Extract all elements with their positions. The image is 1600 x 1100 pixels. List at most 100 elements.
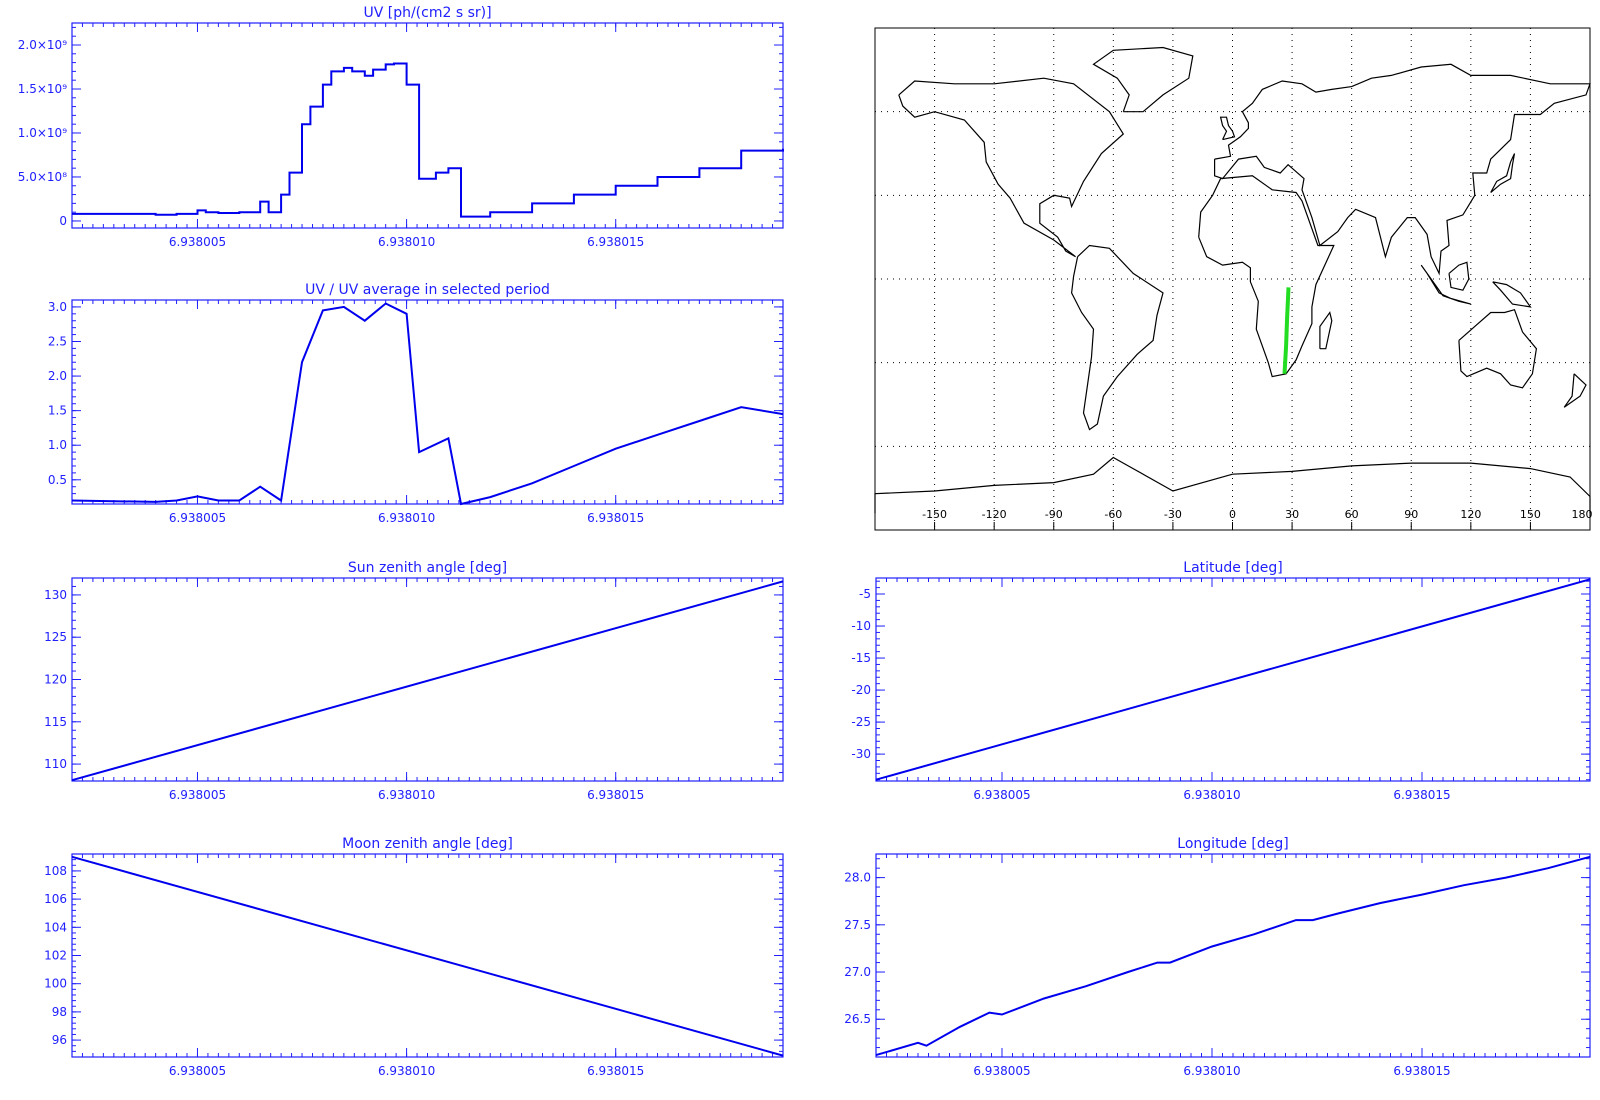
- x-tick-label: 6.938005: [973, 788, 1030, 802]
- y-tick-label: 98: [52, 1005, 67, 1019]
- latitude-panel: Latitude [deg] 6.938005 6.938010 6.938015 -3…: [851, 560, 1591, 802]
- uv-series-line: [72, 62, 784, 218]
- x-tick-label: 6.938015: [587, 1064, 644, 1078]
- x-tick-label: 6.938015: [1393, 1064, 1450, 1078]
- y-tick-label: 100: [44, 977, 67, 991]
- map-lon-label: 30: [1285, 508, 1299, 521]
- y-tick-label: -5: [859, 587, 871, 601]
- y-tick-label: 2.0: [48, 369, 67, 383]
- coastline-britain: [1219, 116, 1236, 141]
- map-frame: [874, 27, 1591, 531]
- y-tick-label: -15: [851, 651, 871, 665]
- map-lon-label: 60: [1345, 508, 1359, 521]
- y-tick-label: 96: [52, 1033, 67, 1047]
- map-lon-label: 150: [1520, 508, 1541, 521]
- coastline-north-america: [898, 77, 1125, 258]
- sun-zenith-series-line: [71, 580, 784, 782]
- y-tick-label: -10: [851, 619, 871, 633]
- y-tick-label: 0.5: [48, 473, 67, 487]
- coastline-greenland: [1092, 46, 1194, 113]
- y-tick-label: 110: [44, 757, 67, 771]
- y-tick-label: -25: [851, 715, 871, 729]
- y-tick-label: 5.0×10⁸: [18, 170, 67, 184]
- longitude-title: Longitude [deg]: [1177, 836, 1288, 852]
- moon-zenith-panel: Moon zenith angle [deg] 6.938005 6.938010 6…: [44, 836, 784, 1078]
- y-tick-label: 130: [44, 588, 67, 602]
- longitude-frame: [875, 853, 1591, 1058]
- world-map-panel: -150 -120 -90 -60 -30 0 30 60 90 120 150 180: [874, 27, 1593, 531]
- y-tick-label: 1.0×10⁹: [18, 126, 67, 140]
- map-lon-label: -150: [922, 508, 947, 521]
- map-lon-label: -60: [1104, 508, 1122, 521]
- y-tick-label: 1.0: [48, 438, 67, 452]
- uv-frame: [71, 22, 784, 229]
- y-tick-label: 2.0×10⁹: [18, 38, 67, 52]
- map-lon-label: -30: [1164, 508, 1182, 521]
- sun-zenith-panel: Sun zenith angle [deg] 6.938005 6.938010 6.…: [44, 560, 784, 802]
- latitude-title: Latitude [deg]: [1183, 560, 1282, 576]
- coastline-borneo: [1448, 261, 1470, 291]
- uv-ratio-series-line: [71, 302, 784, 506]
- uv-panel: UV [ph/(cm2 s sr)] 6.938005 6.938010 6.9380…: [18, 5, 784, 249]
- y-tick-label: 1.5: [48, 404, 67, 418]
- x-tick-label: 6.938005: [169, 788, 226, 802]
- longitude-panel: Longitude [deg] 6.938005 6.938010 6.938015 2…: [844, 836, 1591, 1078]
- y-tick-label: 115: [44, 715, 67, 729]
- x-tick-label: 6.938010: [1183, 788, 1240, 802]
- coastline-south-america: [1070, 244, 1164, 431]
- y-tick-label: -20: [851, 683, 871, 697]
- coastline-africa: [1198, 175, 1335, 378]
- x-tick-label: 6.938010: [378, 788, 435, 802]
- uv-ratio-title: UV / UV average in selected period: [305, 282, 550, 298]
- coastline-eurasia: [1213, 63, 1591, 276]
- x-tick-label: 6.938005: [973, 1064, 1030, 1078]
- x-tick-label: 6.938015: [1393, 788, 1450, 802]
- coastline-australia: [1458, 308, 1538, 389]
- x-tick-label: 6.938005: [169, 511, 226, 525]
- map-lon-label: 120: [1460, 508, 1481, 521]
- satellite-track: [1282, 287, 1291, 374]
- x-tick-label: 6.938015: [587, 511, 644, 525]
- uv-ratio-panel: UV / UV average in selected period 6.9380…: [48, 282, 784, 525]
- y-tick-label: 102: [44, 949, 67, 963]
- moon-zenith-title: Moon zenith angle [deg]: [342, 836, 513, 852]
- coastline-new-guinea: [1492, 281, 1532, 308]
- map-lon-label: 180: [1572, 508, 1593, 521]
- x-tick-label: 6.938015: [587, 235, 644, 249]
- uv-title: UV [ph/(cm2 s sr)]: [363, 5, 491, 21]
- x-tick-label: 6.938015: [587, 788, 644, 802]
- y-tick-label: 27.5: [844, 918, 871, 932]
- y-tick-label: 108: [44, 864, 67, 878]
- map-lon-label: 0: [1229, 508, 1236, 521]
- y-tick-label: 1.5×10⁹: [18, 82, 67, 96]
- y-tick-label: 2.5: [48, 334, 67, 348]
- y-tick-label: 0: [59, 214, 67, 228]
- y-tick-label: 106: [44, 892, 67, 906]
- coastline-indonesia: [1420, 264, 1471, 305]
- coastline-madagascar: [1319, 311, 1333, 350]
- map-lon-label: -120: [982, 508, 1007, 521]
- map-lon-label: -90: [1045, 508, 1063, 521]
- y-tick-label: 27.0: [844, 965, 871, 979]
- y-tick-label: 3.0: [48, 300, 67, 314]
- x-tick-label: 6.938010: [378, 511, 435, 525]
- map-lon-label: 90: [1404, 508, 1418, 521]
- coastline-new-zealand: [1563, 373, 1587, 408]
- y-tick-label: 120: [44, 673, 67, 687]
- coastline-japan: [1490, 153, 1516, 193]
- y-tick-label: 104: [44, 920, 67, 934]
- x-tick-label: 6.938005: [169, 235, 226, 249]
- x-tick-label: 6.938010: [378, 1064, 435, 1078]
- x-tick-label: 6.938005: [169, 1064, 226, 1078]
- y-tick-label: -30: [851, 747, 871, 761]
- x-tick-label: 6.938010: [1183, 1064, 1240, 1078]
- y-tick-label: 28.0: [844, 871, 871, 885]
- sun-zenith-title: Sun zenith angle [deg]: [348, 560, 507, 576]
- y-tick-label: 125: [44, 630, 67, 644]
- latitude-series-line: [875, 578, 1591, 781]
- coastline-antarctica: [874, 456, 1591, 514]
- longitude-series-line: [875, 855, 1591, 1057]
- moon-zenith-series-line: [71, 855, 784, 1057]
- uv-ratio-frame: [71, 299, 784, 505]
